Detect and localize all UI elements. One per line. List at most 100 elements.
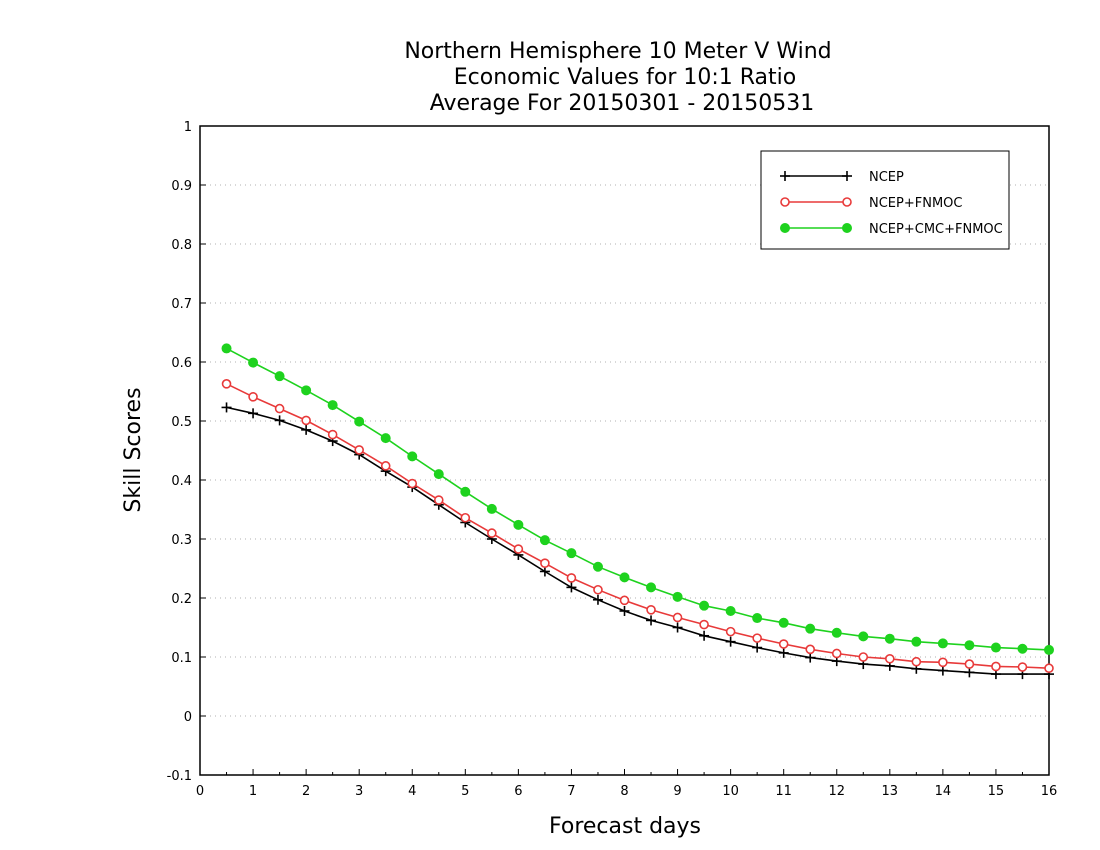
data-point-s1-31 — [1044, 663, 1054, 674]
x-tick-label-16: 16 — [1041, 784, 1058, 799]
x-tick-label-11: 11 — [775, 784, 792, 799]
data-point-s1-1 — [248, 392, 258, 402]
data-point-s1-19 — [725, 626, 736, 637]
y-tick-label-11: 1 — [184, 120, 192, 135]
data-point-s2-6 — [380, 433, 391, 444]
data-point-s1-25 — [885, 653, 895, 664]
data-point-s0-21 — [778, 647, 789, 658]
x-axis-ticks: 0 1 2 3 4 5 6 7 8 9 10 11 12 13 14 15 16 — [196, 769, 1057, 799]
data-point-s2-15 — [619, 572, 630, 583]
data-point-s0-28 — [964, 667, 975, 678]
y-tick-label-9: 0.8 — [171, 238, 192, 253]
legend-label-0: NCEP — [869, 170, 904, 185]
legend-marker-right-1 — [842, 197, 852, 207]
data-point-s1-30 — [1017, 662, 1028, 672]
data-point-s1-22 — [805, 644, 816, 655]
data-point-s1-2 — [274, 403, 285, 414]
data-point-s0-1 — [248, 408, 259, 419]
data-point-s2-0 — [221, 343, 232, 354]
data-point-s2-28 — [964, 640, 975, 651]
x-tick-label-13: 13 — [882, 784, 899, 799]
data-point-s2-5 — [354, 416, 365, 427]
data-point-s1-4 — [327, 429, 338, 440]
data-point-s1-7 — [407, 478, 418, 489]
data-point-s2-18 — [699, 600, 710, 611]
x-tick-label-14: 14 — [935, 784, 952, 799]
data-point-s0-12 — [539, 566, 550, 577]
legend: NCEP NCEP+FNMOC NCEP+CMC+FNMOC — [760, 150, 1010, 250]
data-point-s0-18 — [699, 630, 710, 641]
data-point-s2-21 — [778, 617, 789, 628]
legend-marker-right-0 — [842, 171, 852, 181]
y-axis-ticks: -0.1 0 0.1 0.2 0.3 0.4 0.5 0.6 0.7 0.8 0.9 1 — [167, 120, 206, 784]
legend-item-1: NCEP+FNMOC — [780, 196, 962, 211]
data-point-s2-23 — [831, 627, 842, 638]
data-point-s2-4 — [327, 400, 338, 411]
legend-marker-left-1 — [780, 197, 790, 207]
data-point-s1-23 — [831, 648, 842, 659]
series-line-0 — [226, 406, 1049, 675]
data-point-s2-14 — [592, 561, 603, 572]
y-tick-label-3: 0.2 — [171, 592, 192, 607]
y-axis-title: Skill Scores — [121, 387, 146, 512]
chart-title-line-1: Northern Hemisphere 10 Meter V Wind — [404, 39, 831, 64]
data-point-s2-8 — [433, 469, 444, 480]
y-tick-label-6: 0.5 — [171, 415, 192, 430]
data-point-s1-16 — [646, 604, 656, 615]
y-tick-label-1: 0 — [184, 710, 192, 725]
data-point-s0-19 — [725, 636, 736, 647]
x-tick-label-8: 8 — [620, 784, 628, 799]
data-point-s2-3 — [301, 385, 312, 396]
data-point-s2-13 — [566, 548, 577, 559]
data-point-s1-6 — [380, 461, 391, 471]
series-1 — [221, 379, 1054, 674]
data-point-s1-5 — [354, 445, 364, 455]
x-tick-label-2: 2 — [302, 784, 310, 799]
legend-label-2: NCEP+CMC+FNMOC — [869, 222, 1003, 237]
data-point-s0-14 — [592, 594, 603, 605]
x-tick-label-6: 6 — [514, 784, 522, 799]
x-tick-label-4: 4 — [408, 784, 416, 799]
data-point-s1-21 — [778, 639, 789, 649]
legend-item-0: NCEP — [780, 170, 904, 185]
data-point-s1-28 — [964, 659, 975, 669]
data-point-s0-16 — [646, 615, 657, 626]
data-point-s2-10 — [486, 503, 497, 514]
data-point-s1-29 — [991, 661, 1001, 672]
legend-item-2: NCEP+CMC+FNMOC — [780, 222, 1003, 237]
data-point-s0-15 — [619, 605, 630, 616]
data-point-s0-3 — [301, 424, 312, 435]
data-point-s0-22 — [805, 652, 816, 663]
y-tick-label-7: 0.6 — [171, 356, 192, 371]
data-point-s1-26 — [911, 656, 922, 667]
data-point-s2-7 — [407, 451, 418, 462]
data-point-s2-1 — [248, 357, 259, 368]
data-point-s0-17 — [672, 622, 683, 633]
y-tick-label-5: 0.4 — [171, 474, 192, 489]
data-point-s2-26 — [911, 636, 922, 647]
data-point-s1-11 — [513, 544, 524, 554]
x-tick-label-7: 7 — [567, 784, 575, 799]
data-point-s2-31 — [1044, 644, 1054, 655]
data-point-s2-20 — [752, 613, 763, 624]
x-axis-title: Forecast days — [549, 814, 701, 839]
x-tick-label-1: 1 — [249, 784, 257, 799]
data-point-s1-24 — [858, 652, 869, 662]
series-2 — [221, 343, 1054, 655]
data-point-s1-10 — [487, 528, 497, 538]
data-point-s1-13 — [566, 573, 577, 583]
y-tick-label-0: -0.1 — [167, 769, 192, 784]
data-point-s1-8 — [433, 495, 444, 505]
legend-marker-right-2 — [842, 223, 852, 233]
data-point-s0-20 — [752, 642, 763, 653]
legend-box — [760, 150, 1010, 250]
data-point-s2-27 — [937, 638, 948, 649]
legend-label-1: NCEP+FNMOC — [869, 196, 962, 211]
data-point-s2-9 — [460, 486, 471, 497]
data-point-s1-0 — [221, 379, 232, 389]
x-tick-label-3: 3 — [355, 784, 363, 799]
data-point-s0-27 — [937, 665, 948, 676]
data-point-s1-15 — [619, 595, 630, 606]
data-point-s2-17 — [672, 591, 683, 602]
